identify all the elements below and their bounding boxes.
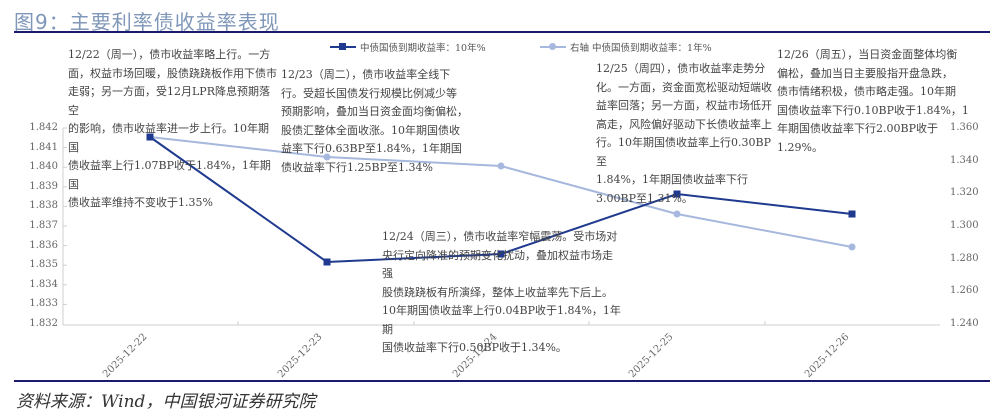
left-axis-tick: 1.839	[29, 180, 58, 192]
annotation-line: 债收益率下行1.25BP至1.34%	[281, 160, 433, 174]
legend-item-1y: 右轴 中债国债到期收益率：1年%	[540, 40, 712, 54]
annotation-line: 1.84%，1年期国债收益率下行	[596, 173, 748, 186]
legend-label-10y: 中债国债到期收益率：10年%	[360, 43, 486, 54]
annotation-line: 12/24（周三），债市收益率窄幅震荡。受市场对	[382, 230, 618, 243]
left-axis-tick: 1.836	[29, 239, 58, 251]
left-axis-tick: 1.835	[29, 259, 58, 271]
legend-swatch-1y-icon	[540, 42, 566, 52]
annotation-line: 股债跷跷板有所演绎，整体上收益率先下后上。	[382, 285, 613, 299]
annotation-line: 12/26（周五），当日资金面整体均衡	[777, 48, 958, 61]
source-note: 资料来源：Wind，中国银河证券研究院	[16, 392, 316, 412]
annotation-line: 1.29%。	[777, 140, 823, 154]
right-axis-tick: 1.300	[950, 220, 979, 231]
bottom-rule	[14, 380, 990, 382]
annotation-line: 10年期国债收益率上行0.04BP收于1.84%，1年期	[382, 304, 621, 336]
annotation-line: 12/25（周四），债市收益率走势分	[596, 62, 766, 75]
annotation-line: 年期国债收益率下行2.00BP收于	[777, 122, 938, 135]
annotation-1222: 12/22（周一），债市收益率略上行。一方 面，权益市场回暖，股债跷跷板作用下债…	[68, 46, 278, 213]
left-axis-tick: 1.833	[29, 298, 58, 310]
annotation-line: 偏松，叠加当日主要股指开盘急跌，	[777, 66, 953, 80]
annotation-line: 化。一方面，资金面宽松驱动短端收	[596, 80, 772, 94]
right-axis-tick: 1.320	[950, 187, 979, 199]
legend-label-1y: 右轴 中债国债到期收益率：1年%	[570, 43, 712, 54]
annotation-line: 行。10年期国债收益率上行0.30BP至	[596, 136, 771, 168]
annotation-line: 行。受超长国债发行规模比例减少等	[281, 86, 457, 100]
annotation-line: 国债收益率下行0.50BP收于1.34%。	[382, 341, 567, 354]
left-axis-tick: 1.838	[29, 200, 58, 212]
left-axis-tick: 1.842	[29, 122, 58, 133]
right-axis-tick: 1.280	[950, 252, 979, 264]
annotation-line: 央行定向降准的预期变化扰动，叠加权益市场走强	[382, 248, 613, 281]
right-axis-tick: 1.360	[950, 122, 979, 133]
legend-item-10y: 中债国债到期收益率：10年%	[330, 40, 486, 54]
annotation-line: 的影响，债市收益率进一步上行。10年期国	[68, 122, 269, 154]
annotation-1224: 12/24（周三），债市收益率窄幅震荡。受市场对 央行定向降准的预期变化扰动，叠…	[382, 228, 622, 358]
annotation-line: 益率回落；另一方面，权益市场低开	[596, 99, 772, 112]
annotation-line: 预期影响，叠加当日资金面均衡偏松，	[281, 105, 468, 118]
left-axis-tick: 1.837	[29, 220, 58, 231]
right-axis-tick: 1.340	[950, 154, 979, 166]
left-axis-tick: 1.841	[29, 141, 58, 153]
annotation-1226: 12/26（周五），当日资金面整体均衡 偏松，叠加当日主要股指开盘急跌， 债市情…	[777, 46, 977, 157]
annotation-line: 国债收益率下行0.10BP收于1.84%，1	[777, 103, 969, 117]
annotation-line: 高走，风险偏好驱动下长债收益率上	[596, 117, 772, 131]
figure-title: 图9：主要利率债收益率表现	[14, 10, 280, 34]
right-axis-tick: 1.260	[950, 285, 979, 297]
annotation-line: 债收益率上行1.07BP收于1.84%，1年期国	[68, 159, 271, 191]
top-rule	[14, 31, 990, 33]
annotation-1223: 12/23（周二），债市收益率全线下 行。受超长国债发行规模比例减少等 预期影响…	[281, 66, 471, 177]
legend-swatch-10y-icon	[330, 42, 356, 52]
annotation-line: 益率下行0.63BP至1.84%，1年期国	[281, 142, 462, 155]
annotation-line: 面，权益市场回暖，股债跷跷板作用下债市	[68, 66, 277, 80]
left-axis-tick: 1.834	[29, 278, 58, 290]
annotation-line: 12/22（周一），债市收益率略上行。一方	[68, 48, 271, 61]
left-axis-tick: 1.832	[29, 318, 58, 329]
annotation-line: 股债汇整体全面收涨。10年期国债收	[281, 123, 460, 137]
left-axis-tick: 1.840	[29, 161, 58, 173]
annotation-line: 走弱；另一方面，受12月LPR降息预期落空	[68, 85, 270, 117]
annotation-line: 债收益率维持不变收于1.35%	[68, 196, 213, 209]
right-axis-tick: 1.240	[950, 318, 979, 329]
annotation-line: 3.00BP至1.31%。	[596, 191, 693, 205]
annotation-line: 12/23（周二），债市收益率全线下	[281, 68, 451, 81]
annotation-line: 债市情绪积极，债市略走强。10年期	[777, 85, 956, 98]
annotation-1225: 12/25（周四），债市收益率走势分 化。一方面，资金面宽松驱动短端收 益率回落…	[596, 60, 781, 208]
